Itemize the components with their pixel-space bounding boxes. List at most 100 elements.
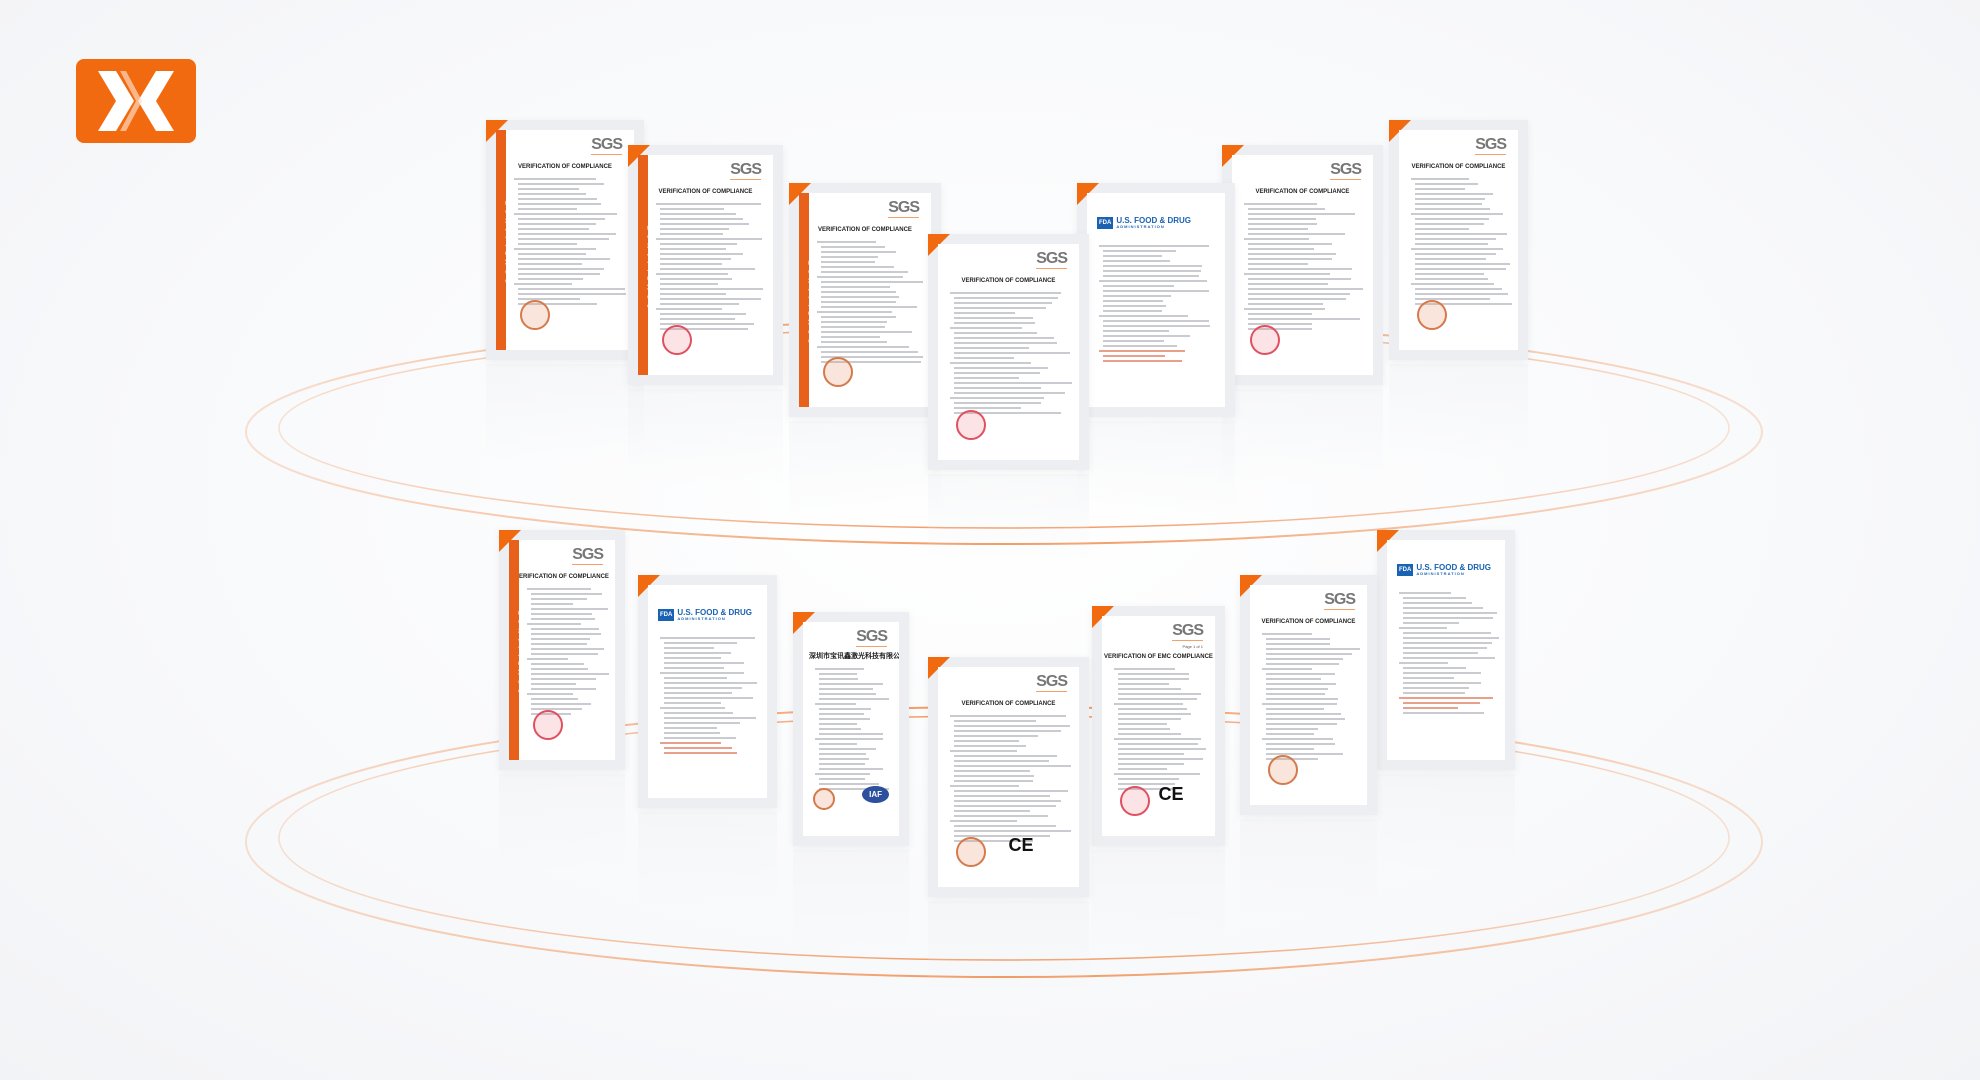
text-line	[1099, 245, 1209, 247]
text-line	[518, 228, 589, 230]
text-line	[1248, 263, 1308, 265]
text-line	[1118, 748, 1206, 750]
certificate-reflection	[793, 850, 909, 944]
sgs-logo: SGS	[888, 199, 920, 218]
certificate-fda[interactable]: FDA U.S. FOOD & DRUG ADMINISTRATION	[1377, 530, 1515, 770]
text-line	[821, 356, 924, 358]
text-line	[1399, 592, 1452, 594]
text-line	[1415, 303, 1512, 305]
text-line	[819, 713, 865, 715]
text-line	[819, 783, 880, 785]
text-line	[819, 748, 876, 750]
text-line	[1118, 683, 1170, 685]
certificate-cn-iso[interactable]: 深圳市宝讯鑫激光科技有限公司 SGS IAF	[793, 612, 909, 846]
certificate-sgs[interactable]: SGS VERIFICATION OF COMPLIANCE	[1240, 575, 1377, 815]
text-line	[1415, 258, 1486, 260]
text-line	[950, 750, 1018, 752]
certificate-title: VERIFICATION OF COMPLIANCE	[818, 227, 912, 233]
text-line	[1118, 718, 1181, 720]
text-line	[954, 387, 1041, 389]
text-line	[1248, 248, 1314, 250]
text-line	[1411, 248, 1504, 250]
text-line	[1403, 612, 1498, 614]
text-line	[1262, 668, 1312, 670]
text-line	[1266, 688, 1329, 690]
text-line	[518, 198, 598, 200]
ce-mark: CE	[1158, 784, 1184, 804]
text-line	[821, 321, 887, 323]
certificate-sgs-compliance[interactable]: SGS VERIFICATION OF COMPLIANCE COMPLIANCE	[628, 145, 783, 385]
text-line	[1103, 260, 1170, 262]
text-line	[531, 648, 605, 650]
text-line	[664, 642, 738, 644]
text-line	[954, 392, 1066, 394]
text-line	[821, 296, 899, 298]
text-line	[531, 668, 589, 670]
certificate-sgs[interactable]: SGS VERIFICATION OF COMPLIANCE	[1222, 145, 1383, 385]
text-line	[518, 183, 604, 185]
certificate-sgs-eagle[interactable]: SGS VERIFICATION OF COMPLIANCE	[1389, 120, 1528, 360]
text-line	[1118, 708, 1188, 710]
text-line	[660, 218, 743, 220]
text-line	[1403, 657, 1495, 659]
text-line	[1248, 328, 1312, 330]
text-line	[950, 327, 1023, 329]
text-line	[1403, 647, 1488, 649]
iso-mark	[813, 788, 835, 810]
text-line	[954, 312, 1015, 314]
certificate-sgs-compliance[interactable]: SGS VERIFICATION OF COMPLIANCE COMPLIANCE	[789, 183, 941, 417]
certificate-sgs-emc[interactable]: SGS VERIFICATION OF EMC COMPLIANCE Page 1 …	[1092, 606, 1225, 846]
certificate-fda[interactable]: FDA U.S. FOOD & DRUG ADMINISTRATION	[638, 575, 777, 808]
text-line	[660, 672, 745, 674]
text-line	[660, 278, 733, 280]
text-line	[518, 273, 600, 275]
certificate-sgs-eagle-ce[interactable]: SGS VERIFICATION OF COMPLIANCE CE	[928, 657, 1089, 897]
text-line	[1262, 633, 1312, 635]
text-line	[660, 248, 726, 250]
text-line	[821, 361, 922, 363]
certificate-title: VERIFICATION OF COMPLIANCE	[1261, 619, 1356, 625]
certificate-sgs-compliance[interactable]: SGS VERIFICATION OF COMPLIANCE COMPLIANCE	[486, 120, 644, 360]
text-line	[1403, 682, 1482, 684]
text-line	[1415, 278, 1488, 280]
text-line	[954, 342, 1058, 344]
sgs-logo: SGS	[591, 136, 623, 155]
text-line	[1103, 255, 1163, 257]
text-line	[1415, 263, 1511, 265]
text-line	[1248, 293, 1351, 295]
text-line	[664, 662, 745, 664]
text-line	[1266, 708, 1324, 710]
text-line	[531, 628, 600, 630]
text-line	[518, 238, 610, 240]
text-line	[954, 332, 1037, 334]
certificate-sgs-compliance[interactable]: SGS VERIFICATION OF COMPLIANCE COMPLIANCE	[499, 530, 625, 770]
text-line	[1411, 213, 1504, 215]
text-line	[527, 693, 573, 695]
text-line	[531, 698, 578, 700]
text-line	[954, 322, 1035, 324]
text-line	[1244, 308, 1325, 310]
text-line	[819, 733, 883, 735]
text-line	[954, 407, 1021, 409]
text-line	[518, 203, 601, 205]
text-line	[954, 735, 1039, 737]
text-line	[954, 730, 1062, 732]
certificate-sgs-eagle[interactable]: SGS VERIFICATION OF COMPLIANCE	[928, 234, 1089, 470]
certificate-page: SGS VERIFICATION OF COMPLIANCE	[938, 244, 1079, 460]
text-line	[660, 228, 729, 230]
text-line	[660, 328, 749, 330]
certificate-page: SGS VERIFICATION OF EMC COMPLIANCE Page 1 …	[1102, 616, 1215, 836]
text-line	[660, 637, 756, 639]
text-line	[1399, 697, 1493, 699]
text-line	[954, 307, 1047, 309]
text-line	[1118, 758, 1203, 760]
sgs-logo: SGS	[1036, 673, 1068, 692]
certificate-reflection	[1077, 421, 1235, 515]
text-line	[819, 743, 858, 745]
text-line	[1103, 355, 1165, 357]
text-line	[821, 266, 895, 268]
certificate-reflection	[1092, 850, 1225, 946]
certificate-fda[interactable]: FDA U.S. FOOD & DRUG ADMINISTRATION	[1077, 183, 1235, 417]
double-chevron-x-logo-icon	[98, 71, 174, 131]
text-line	[1103, 270, 1202, 272]
